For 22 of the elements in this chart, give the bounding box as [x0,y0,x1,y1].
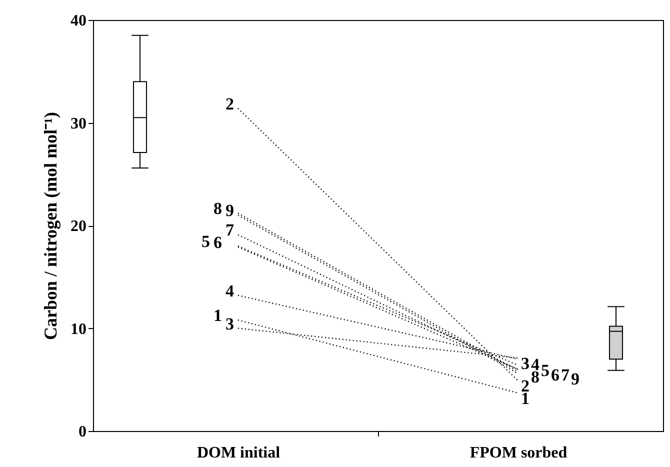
text: 2 [226,94,234,114]
y-axis-title: Carbon / nitrogen (mol mol⁻¹) [40,112,60,340]
series-label: 9 [226,201,234,220]
series-label: 7 [226,220,234,240]
x-tick-label: FPOM sorbed [470,444,568,462]
x-tick-label: DOM initial [196,444,281,462]
series-label: 5 [541,361,550,380]
text: 5 [202,232,210,252]
y-tick-label: 20 [70,218,86,235]
series-label: 3 [521,354,530,374]
text: 9 [571,369,580,388]
series-label: 4 [226,281,234,300]
y-tick-label: 40 [70,12,86,30]
y-tick-label: 0 [78,424,86,440]
y-tick-label: 30 [70,115,86,132]
text: 6 [551,365,560,384]
series-label: 6 [214,233,222,252]
text: 1 [214,306,222,326]
text: 7 [561,365,570,384]
text: 8 [214,199,222,218]
text: 3 [226,314,234,334]
y-tick-label: 10 [70,320,86,338]
